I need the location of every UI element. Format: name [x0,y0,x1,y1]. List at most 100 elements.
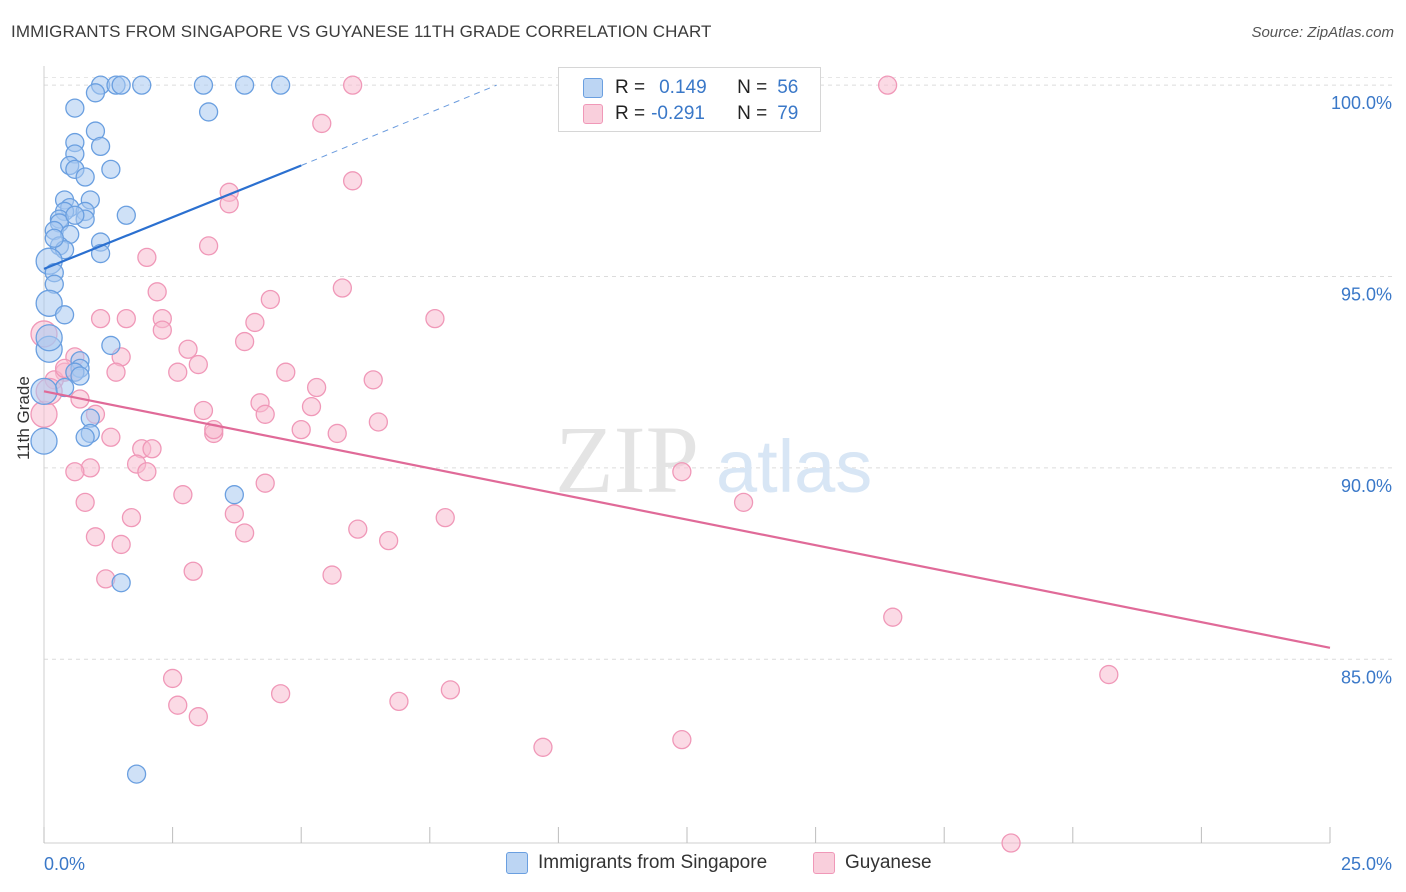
guyanese-point [883,607,903,627]
singapore-point [111,75,131,95]
legend-n-label: N = [737,103,768,124]
singapore-point [65,205,85,225]
stats-legend: R = 0.149 N = 56 R = -0.291 N = 79 [558,67,821,132]
singapore-point [270,75,291,95]
guyanese-trend-line [43,390,1331,649]
legend-n-value: 79 [777,103,799,124]
guyanese-point [224,504,244,524]
legend-row-guyanese: R = -0.291 N = 79 [583,102,799,126]
guyanese-point [312,113,332,134]
guyanese-point [363,370,383,390]
guyanese-point [291,419,311,440]
guyanese-point [85,527,106,547]
guyanese-point [90,308,111,329]
singapore-point [193,75,214,95]
guyanese-point [65,462,85,482]
singapore-point [35,289,63,317]
y-tick-label: 85.0% [1341,667,1392,687]
singapore-point [65,98,85,118]
legend-r-value: -0.291 [651,103,705,124]
bottom-legend-swatch-singapore [506,852,528,874]
legend-swatch-singapore [583,78,603,98]
singapore-point [30,427,58,455]
singapore-point [90,136,111,157]
guyanese-point [1001,833,1021,853]
singapore-trend-line [43,164,302,270]
chart-title: IMMIGRANTS FROM SINGAPORE VS GUYANESE 11… [11,22,712,41]
singapore-point [101,335,121,356]
singapore-point [75,427,95,447]
singapore-point [224,485,244,505]
grid-lines [44,76,1392,660]
bottom-legend-label-singapore: Immigrants from Singapore [538,852,768,873]
bottom-legend-swatch-guyanese [813,852,835,874]
guyanese-point [378,530,399,551]
watermark: ZIP atlas [555,406,872,513]
guyanese-point [440,680,461,700]
guyanese-point [162,668,183,689]
singapore-point [111,573,131,593]
guyanese-point [425,308,445,329]
guyanese-point [270,684,291,704]
source-label: Source: ZipAtlas.com [1251,24,1394,41]
guyanese-point [147,282,167,302]
singapore-trend-extension [301,84,497,166]
watermark-zip: ZIP [555,406,699,513]
trend-lines [43,84,1331,649]
guyanese-point [178,339,198,359]
guyanese-point [342,75,363,95]
singapore-point [116,205,136,225]
legend-r-label: R = [615,77,646,98]
guyanese-point [234,331,255,352]
guyanese-point [877,75,898,95]
guyanese-point [183,561,203,581]
singapore-point [126,764,147,784]
x-tick-label: 0.0% [44,854,85,874]
legend-r-value: 0.149 [659,77,707,98]
tick-labels: 85.0% 90.0% 95.0% 100.0% 0.0% 25.0% [44,93,1392,874]
legend-swatch-guyanese [583,104,603,124]
guyanese-point [260,289,280,310]
singapore-point [70,366,90,386]
legend-r-label: R = [615,103,646,124]
guyanese-point [75,492,95,512]
guyanese-point [733,492,754,512]
legend-row-singapore: R = 0.149 N = 56 [583,76,798,100]
guyanese-point [322,565,342,585]
guyanese-point [301,397,322,417]
bottom-legend-label-guyanese: Guyanese [845,852,932,873]
singapore-point [101,159,121,179]
data-points [30,75,1119,853]
guyanese-point [672,462,692,482]
guyanese-point [348,519,368,539]
guyanese-point [533,737,553,757]
guyanese-point [435,508,455,528]
guyanese-point [306,377,327,398]
guyanese-point [245,312,265,333]
guyanese-point [152,320,172,340]
guyanese-point [188,354,208,375]
bottom-legend-singapore: Immigrants from Singapore [506,852,767,874]
guyanese-point [198,236,219,256]
bottom-legend-guyanese: Guyanese [813,852,932,874]
singapore-point [44,228,64,248]
guyanese-point [101,427,121,447]
singapore-point [75,167,95,187]
guyanese-point [168,362,188,382]
guyanese-point [276,362,296,382]
guyanese-point [106,362,126,382]
guyanese-point [234,523,255,543]
guyanese-point [137,462,157,482]
guyanese-point [389,691,409,712]
guyanese-point [30,400,58,428]
guyanese-point [672,730,692,750]
guyanese-point [255,473,275,493]
guyanese-point [368,412,389,432]
y-tick-label: 95.0% [1341,285,1392,305]
guyanese-point [327,423,347,444]
guyanese-point [188,707,208,727]
guyanese-point [1099,664,1119,685]
guyanese-point [332,278,353,298]
x-tick-label: 25.0% [1341,854,1392,874]
